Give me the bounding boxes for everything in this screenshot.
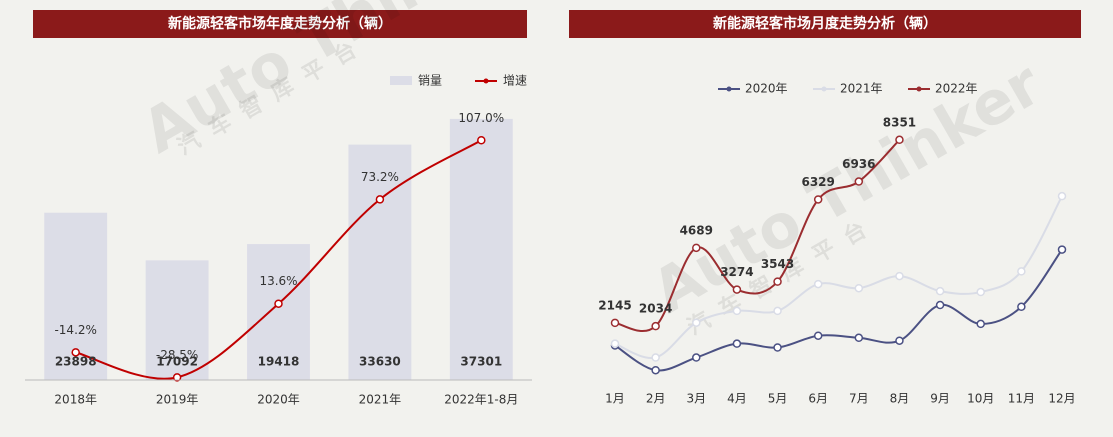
value-label: 6936: [842, 157, 875, 171]
header-bar: [569, 10, 1081, 38]
legend-label: 销量: [418, 74, 442, 88]
value-label: 107.0%: [458, 111, 504, 125]
point: [1057, 245, 1067, 254]
value-label: 2034: [639, 302, 672, 316]
point: [732, 306, 742, 316]
chart-title: 新能源轻客市场月度走势分析（辆）: [713, 15, 937, 32]
value-label: 8351: [883, 115, 916, 129]
x-tick-label: 8月: [890, 392, 910, 406]
x-tick-label: 2022年1-8月: [444, 393, 518, 407]
point: [651, 365, 660, 375]
value-label: 3274: [720, 265, 753, 279]
x-tick-label: 4月: [727, 392, 747, 406]
value-label: 6329: [801, 175, 834, 189]
value-label: 17092: [156, 355, 198, 369]
point: [773, 343, 782, 352]
x-tick-label: 5月: [768, 392, 788, 406]
point: [813, 331, 823, 340]
value-label: 2145: [598, 298, 631, 312]
point: [610, 339, 620, 348]
point: [773, 306, 782, 316]
point: [651, 353, 660, 362]
legend-dot: [821, 86, 827, 92]
legend-label: 2020年: [745, 82, 788, 96]
point: [813, 195, 823, 204]
point: [813, 279, 823, 289]
point: [692, 318, 701, 327]
x-tick-label: 1月: [605, 392, 625, 406]
point: [692, 243, 701, 253]
x-tick-label: 2018年: [54, 393, 97, 407]
value-label: 33630: [359, 355, 401, 369]
legend-label: 2022年: [935, 82, 978, 96]
x-tick-label: 12月: [1048, 392, 1075, 406]
point: [692, 353, 701, 362]
legend-dot: [726, 86, 732, 92]
point: [172, 373, 182, 382]
header-bar: [33, 10, 527, 38]
point: [274, 299, 283, 308]
point: [1017, 302, 1026, 312]
chart-title: 新能源轻客市场年度走势分析（辆）: [168, 15, 392, 32]
value-label: 37301: [460, 355, 502, 369]
point: [895, 135, 904, 145]
point: [1017, 267, 1026, 276]
point: [773, 277, 782, 286]
legend-dot: [916, 86, 922, 92]
point: [895, 271, 904, 281]
x-tick-label: 6月: [808, 392, 828, 406]
point: [935, 300, 945, 310]
legend-label: 增速: [503, 74, 527, 88]
bar: [449, 118, 513, 380]
point: [477, 136, 486, 145]
x-tick-label: 2月: [646, 392, 666, 406]
x-tick-label: 2020年: [257, 393, 300, 407]
point: [610, 318, 620, 328]
point: [854, 333, 864, 343]
point: [732, 285, 742, 294]
point: [935, 286, 945, 296]
x-tick-label: 2021年: [359, 393, 402, 407]
value-label: 3543: [761, 257, 794, 271]
point: [976, 319, 985, 329]
point: [854, 283, 864, 293]
value-label: -14.2%: [54, 323, 96, 337]
bar: [145, 260, 209, 380]
value-label: 19418: [258, 355, 300, 369]
x-tick-label: 10月: [967, 392, 994, 406]
x-tick-label: 3月: [686, 392, 706, 406]
x-tick-label: 11月: [1008, 392, 1035, 406]
point: [976, 287, 985, 297]
value-label: 23898: [55, 355, 97, 369]
x-tick-label: 2019年: [156, 393, 199, 407]
point: [732, 339, 742, 348]
point: [375, 195, 385, 204]
value-label: 4689: [680, 223, 713, 237]
legend-swatch: [390, 76, 412, 85]
bar: [247, 244, 310, 380]
line: [614, 139, 901, 332]
value-label: 73.2%: [361, 170, 399, 184]
point: [895, 336, 904, 345]
x-tick-label: 7月: [849, 392, 869, 406]
point: [1057, 191, 1067, 201]
legend-dot: [483, 78, 489, 84]
legend-label: 2021年: [840, 82, 883, 96]
value-label: -28.5%: [156, 348, 198, 362]
point: [651, 321, 660, 331]
value-label: 13.6%: [259, 274, 297, 288]
x-tick-label: 9月: [930, 392, 950, 406]
point: [854, 177, 864, 186]
point: [71, 348, 80, 357]
